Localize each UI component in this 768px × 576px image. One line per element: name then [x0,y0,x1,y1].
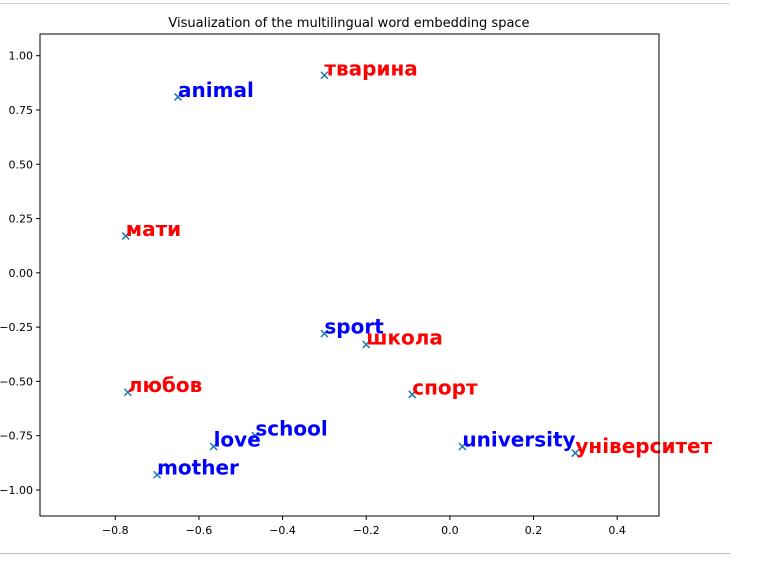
y-tick-label: −0.75 [0,430,33,443]
y-tick-label: −0.50 [0,375,33,388]
x-tick-label: 0.0 [441,524,459,537]
point-marker [153,470,162,479]
word-label: університет [575,434,712,458]
x-tick-label: −0.4 [269,524,296,537]
point-marker [123,388,132,397]
y-tick-label: −1.00 [0,484,33,497]
word-label: любов [128,373,202,397]
word-label: тварина [324,56,417,80]
word-label: sport [324,315,384,339]
plot-frame [39,33,660,517]
x-tick-label: −0.8 [102,524,129,537]
y-tick-label: 0.25 [9,213,34,226]
y-tick-label: 1.00 [9,50,34,63]
point-marker [121,231,130,240]
bottom-divider [0,553,730,554]
word-label: школа [366,325,443,349]
word-label: mother [157,456,239,480]
point-marker [408,390,417,399]
word-label: love [214,428,261,452]
y-tick-label: 0.50 [9,158,34,171]
plot-layer: −0.8 −0.6 −0.4 −0.2 0.0 0.2 0.4 1.00 0.75 0.50 0.2… [0,50,713,537]
word-label: school [255,417,327,441]
y-tick-label: 0.00 [9,267,34,280]
word-label: мати [126,217,181,241]
x-tick-label: 0.2 [525,524,543,537]
x-tick-label: −0.2 [353,524,380,537]
x-tick-label: 0.4 [608,524,626,537]
point-marker [173,92,183,101]
y-tick-label: 0.75 [9,104,34,117]
chart-title: Visualization of the multilingual word e… [168,16,529,31]
top-divider [0,3,730,4]
word-label: animal [178,78,254,102]
word-label: university [462,428,575,452]
point-marker [571,449,580,458]
point-marker [251,431,260,440]
word-label: спорт [412,375,478,399]
point-marker [320,329,329,338]
x-tick-label: −0.6 [186,524,213,537]
y-tick-label: −0.25 [0,321,33,334]
point-marker [209,442,218,451]
point-marker [362,340,371,349]
point-marker [458,442,467,451]
point-marker [320,71,329,80]
